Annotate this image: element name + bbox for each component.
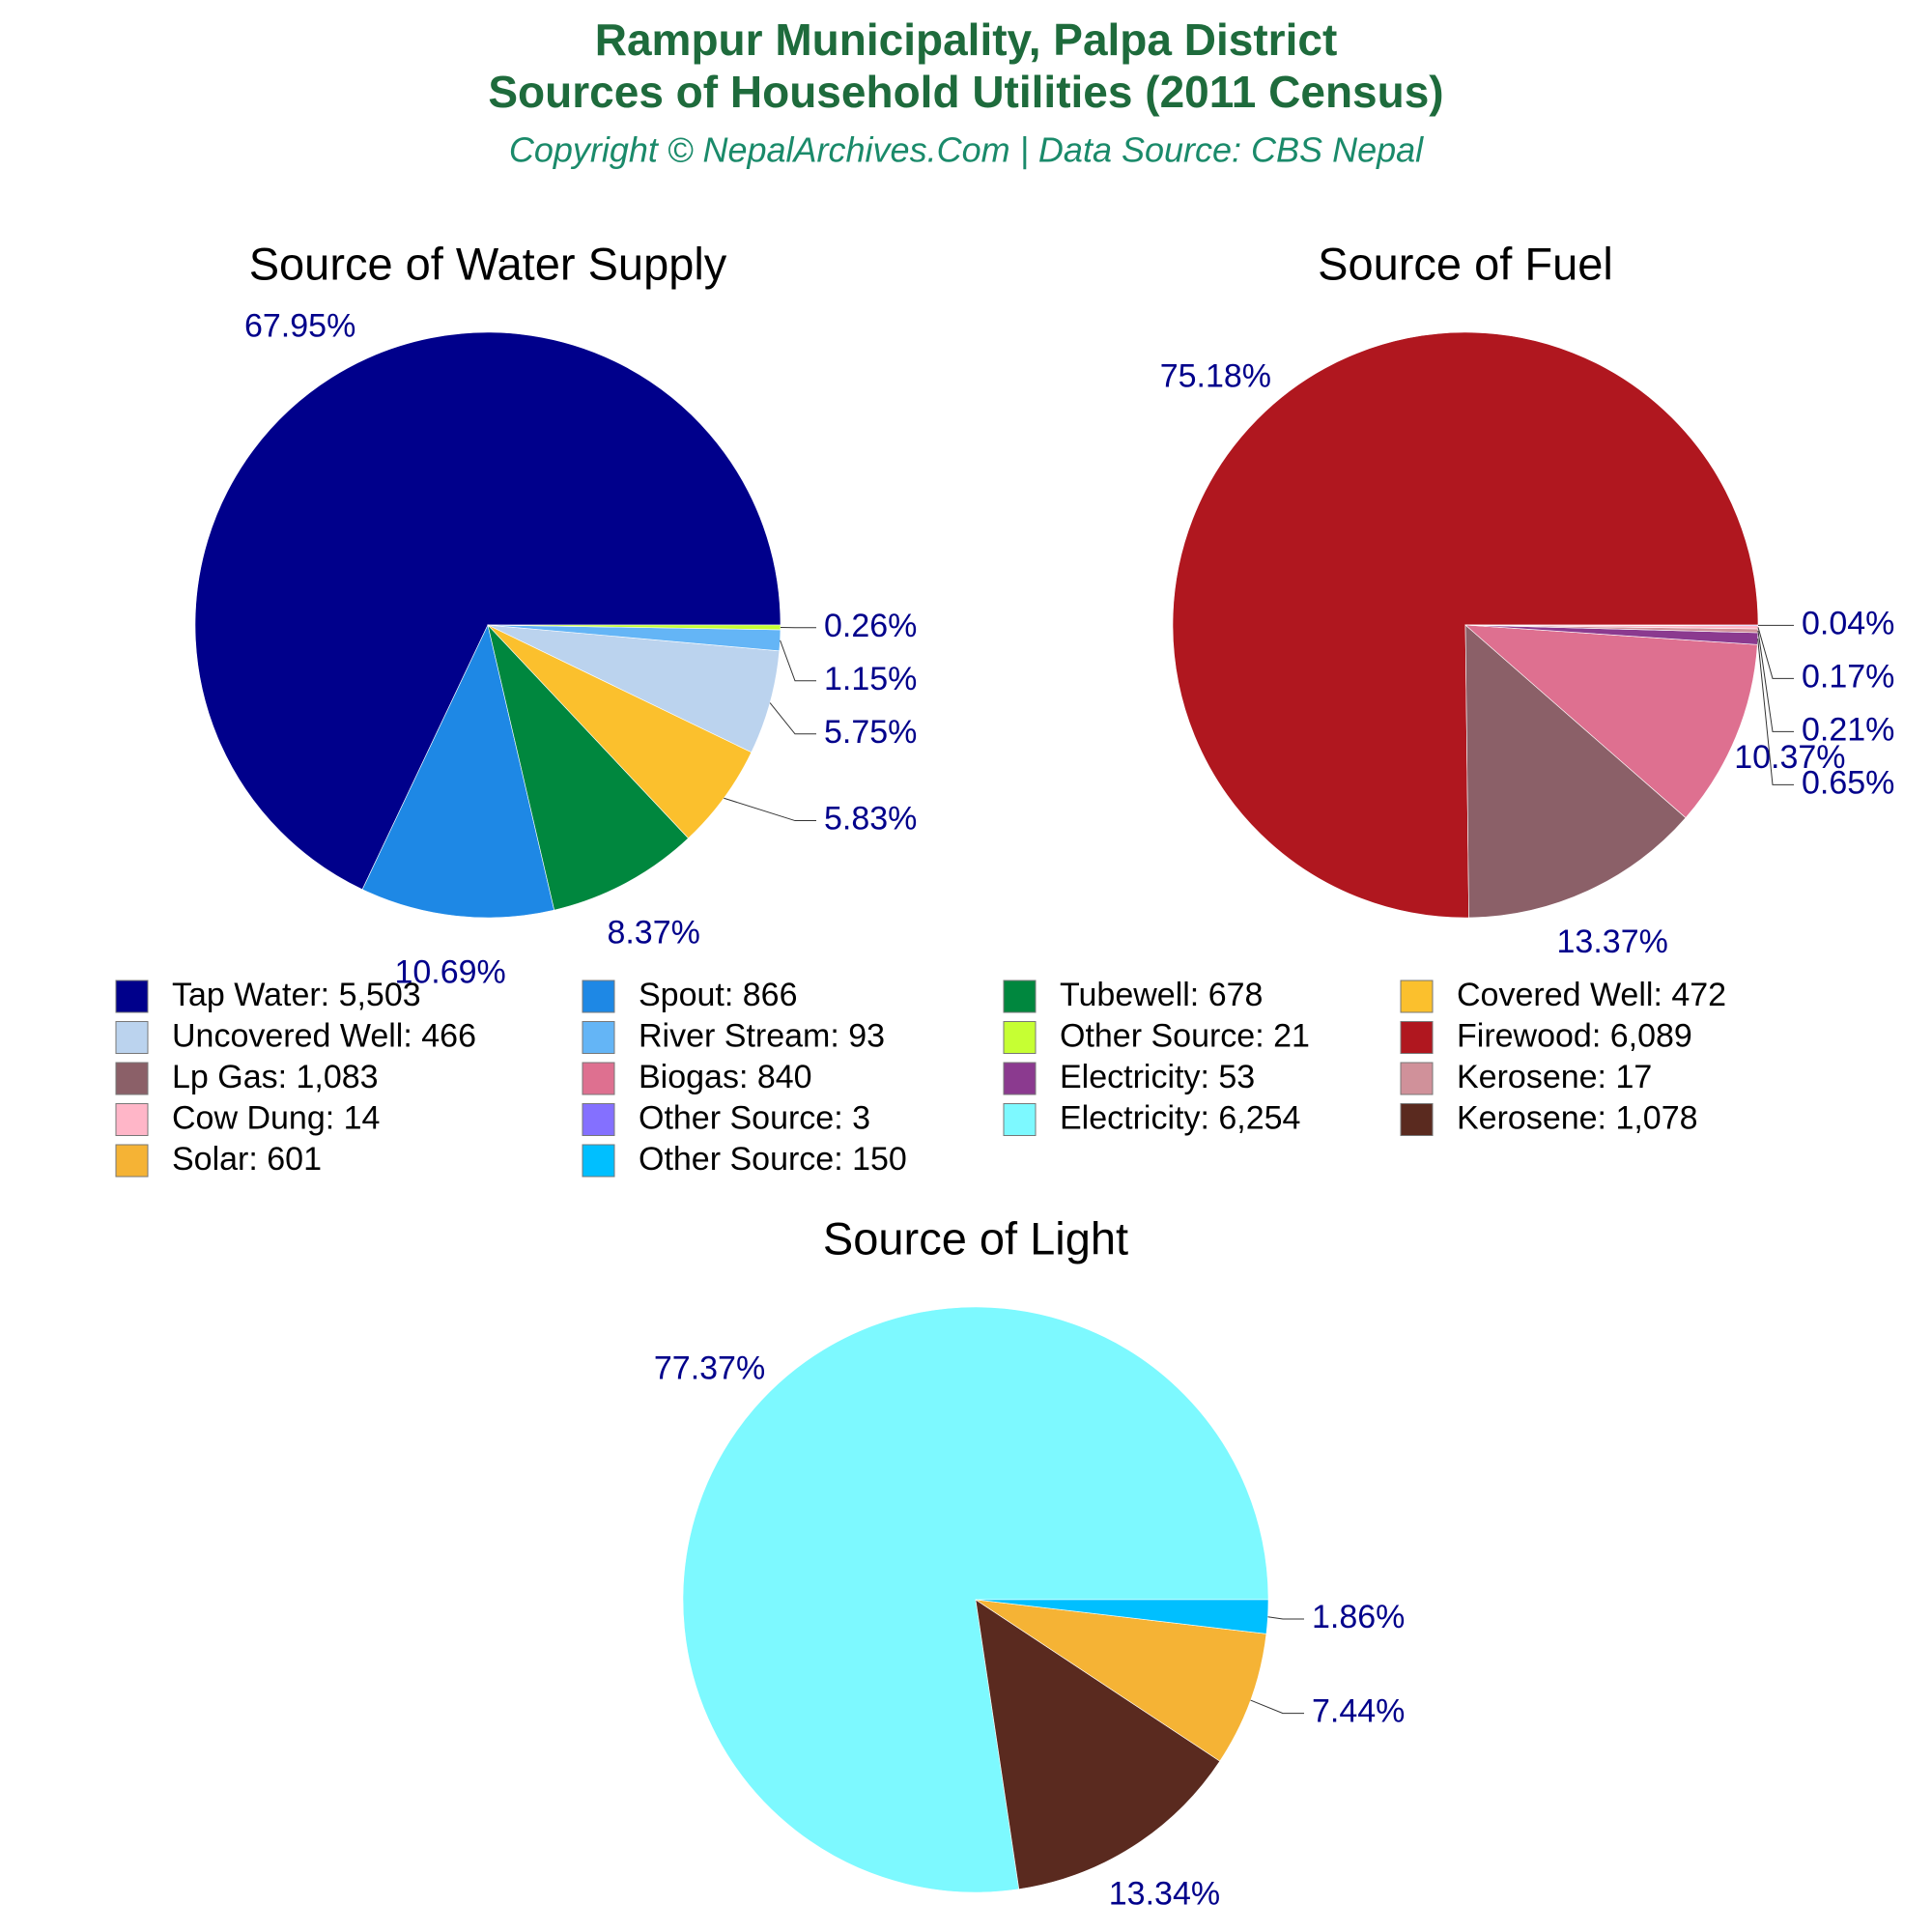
slice-label: 10.69% [394,953,505,990]
pie-title: Source of Fuel [1318,238,1613,289]
legend-label: Firewood: 6,089 [1457,1017,1692,1054]
legend-label: Lp Gas: 1,083 [172,1059,379,1095]
leader-line [1250,1699,1304,1715]
legend-swatch [1003,1103,1037,1136]
slice-label: 77.37% [654,1350,765,1387]
slice-label: 13.34% [1109,1876,1220,1913]
pie-slice [194,331,781,891]
legend-swatch [582,980,615,1013]
slice-label: 0.26% [824,608,917,644]
legend-label: Tubewell: 678 [1060,977,1263,1013]
legend-label: Uncovered Well: 466 [172,1017,476,1054]
pie-slice [1464,624,1687,919]
slice-label: 0.17% [1802,658,1894,695]
legend-label: Biogas: 840 [639,1059,812,1095]
legend-label: River Stream: 93 [639,1017,885,1054]
pie-slice [361,624,555,919]
subtitle: Copyright © NepalArchives.Com | Data Sou… [509,130,1424,170]
legend-swatch [1400,1103,1434,1136]
slice-label: 1.86% [1312,1599,1405,1635]
legend-label: Solar: 601 [172,1141,322,1178]
legend-swatch [1003,1021,1037,1054]
pie-slice [487,623,689,911]
pie-slice [1464,624,1758,818]
legend-label: Kerosene: 17 [1457,1059,1652,1095]
leader-line [1757,627,1794,679]
legend-swatch [582,1144,615,1178]
slice-label: 0.04% [1802,605,1894,641]
legend-swatch [582,1021,615,1054]
legend-swatch [115,1103,149,1136]
slice-label: 8.37% [607,915,699,952]
leader-line [1757,630,1794,732]
leader-line [780,639,816,682]
pie-title: Source of Water Supply [249,238,727,289]
legend-label: Other Source: 21 [1060,1017,1310,1054]
slice-label: 5.83% [824,801,917,838]
legend-label: Tap Water: 5,503 [172,977,421,1013]
legend-swatch [1003,980,1037,1013]
pie-slice [975,1599,1221,1890]
legend-label: Other Source: 3 [639,1099,870,1136]
slice-label: 67.95% [244,308,355,345]
legend-swatch [115,1062,149,1095]
legend-label: Electricity: 6,254 [1060,1099,1300,1136]
slice-label: 10.37% [1734,739,1845,776]
legend-swatch [582,1062,615,1095]
legend-swatch [1003,1062,1037,1095]
legend-swatch [1400,980,1434,1013]
pie-title: Source of Light [823,1212,1128,1264]
leader-line [769,702,816,735]
legend-swatch [1400,1062,1434,1095]
slice-label: 1.15% [824,661,917,697]
slice-label: 75.18% [1160,357,1271,394]
slice-label: 7.44% [1312,1693,1405,1730]
slice-label: 0.65% [1802,764,1894,801]
legend-label: Covered Well: 472 [1457,977,1726,1013]
legend-swatch [1400,1021,1434,1054]
pie-slice [975,1599,1269,1634]
legend-swatch [115,1144,149,1178]
legend-label: Cow Dung: 14 [172,1099,380,1136]
pie-slice [975,1599,1267,1762]
slice-label: 13.37% [1557,923,1668,960]
legend-swatch [582,1103,615,1136]
leader-line [1757,639,1794,785]
legend-label: Other Source: 150 [639,1141,907,1178]
slice-label: 5.75% [824,714,917,751]
slice-label: 0.21% [1802,711,1894,748]
title: Sources of Household Utilities (2011 Cen… [488,67,1443,117]
legend-label: Kerosene: 1,078 [1457,1099,1698,1136]
leader-line [1267,1616,1304,1620]
leader-line [724,797,816,822]
legend-label: Electricity: 53 [1060,1059,1255,1095]
title: Rampur Municipality, Palpa District [595,14,1338,65]
legend-label: Spout: 866 [639,977,797,1013]
legend-swatch [115,980,149,1013]
legend-swatch [115,1021,149,1054]
